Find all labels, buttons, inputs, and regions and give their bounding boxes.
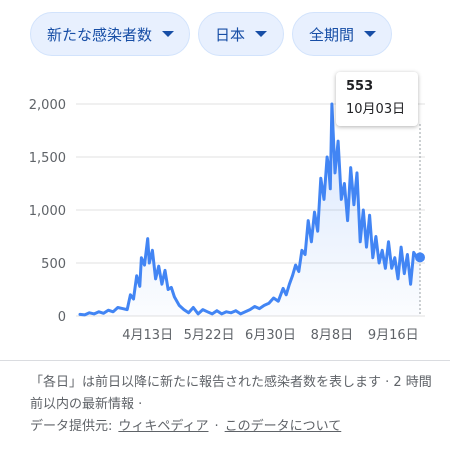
region-dropdown[interactable]: 日本 [198,12,284,56]
period-dropdown-label: 全期間 [309,25,355,44]
x-tick-label: 9月16日 [368,328,419,343]
hover-point [415,252,425,263]
wikipedia-link[interactable]: ウィキペディア [118,419,209,434]
y-tick-label: 0 [58,310,66,325]
tooltip-value: 553 [346,79,374,94]
x-tick-label: 6月30日 [245,328,296,343]
caret-down-icon [255,31,268,37]
footer-description: 「各日」は前日以降に新たに報告された感染者数を表します · 2 時間前以内の最新… [30,375,432,412]
y-tick-label: 1,000 [29,204,66,219]
x-tick-label: 5月22日 [184,328,235,343]
metric-dropdown-label: 新たな感染者数 [47,25,153,44]
series-line [78,102,422,317]
source-line: データ提供元: ウィキペディア · このデータについて [30,416,438,438]
metric-dropdown[interactable]: 新たな感染者数 [30,12,190,56]
y-tick-label: 2,000 [29,98,66,113]
tooltip-date: 10月03日 [346,102,406,117]
period-dropdown[interactable]: 全期間 [292,12,392,56]
footer-note: 「各日」は前日以降に新たに報告された感染者数を表します · 2 時間前以内の最新… [30,372,438,438]
y-axis: 0 500 1,000 1,500 2,000 [29,98,66,325]
x-axis: 4月13日 5月22日 6月30日 8月8日 9月16日 [122,328,418,343]
y-tick-label: 500 [41,257,66,272]
filter-bar: 新たな感染者数 日本 全期間 [30,12,392,58]
caret-down-icon [162,31,175,37]
data-tooltip: 553 10月03日 [336,72,418,126]
cases-chart[interactable]: 0 500 1,000 1,500 2,000 4月13日 5月22日 6月30日 8月8日 9… [0,64,450,354]
separator-dot: · [214,419,219,434]
series-area [80,104,420,316]
region-dropdown-label: 日本 [215,25,246,44]
about-data-link[interactable]: このデータについて [224,419,342,434]
source-label: データ提供元: [30,419,113,434]
x-tick-label: 4月13日 [122,328,173,343]
divider [0,360,450,361]
y-tick-label: 1,500 [29,151,66,166]
caret-down-icon [364,31,377,37]
x-tick-label: 8月8日 [311,328,354,343]
